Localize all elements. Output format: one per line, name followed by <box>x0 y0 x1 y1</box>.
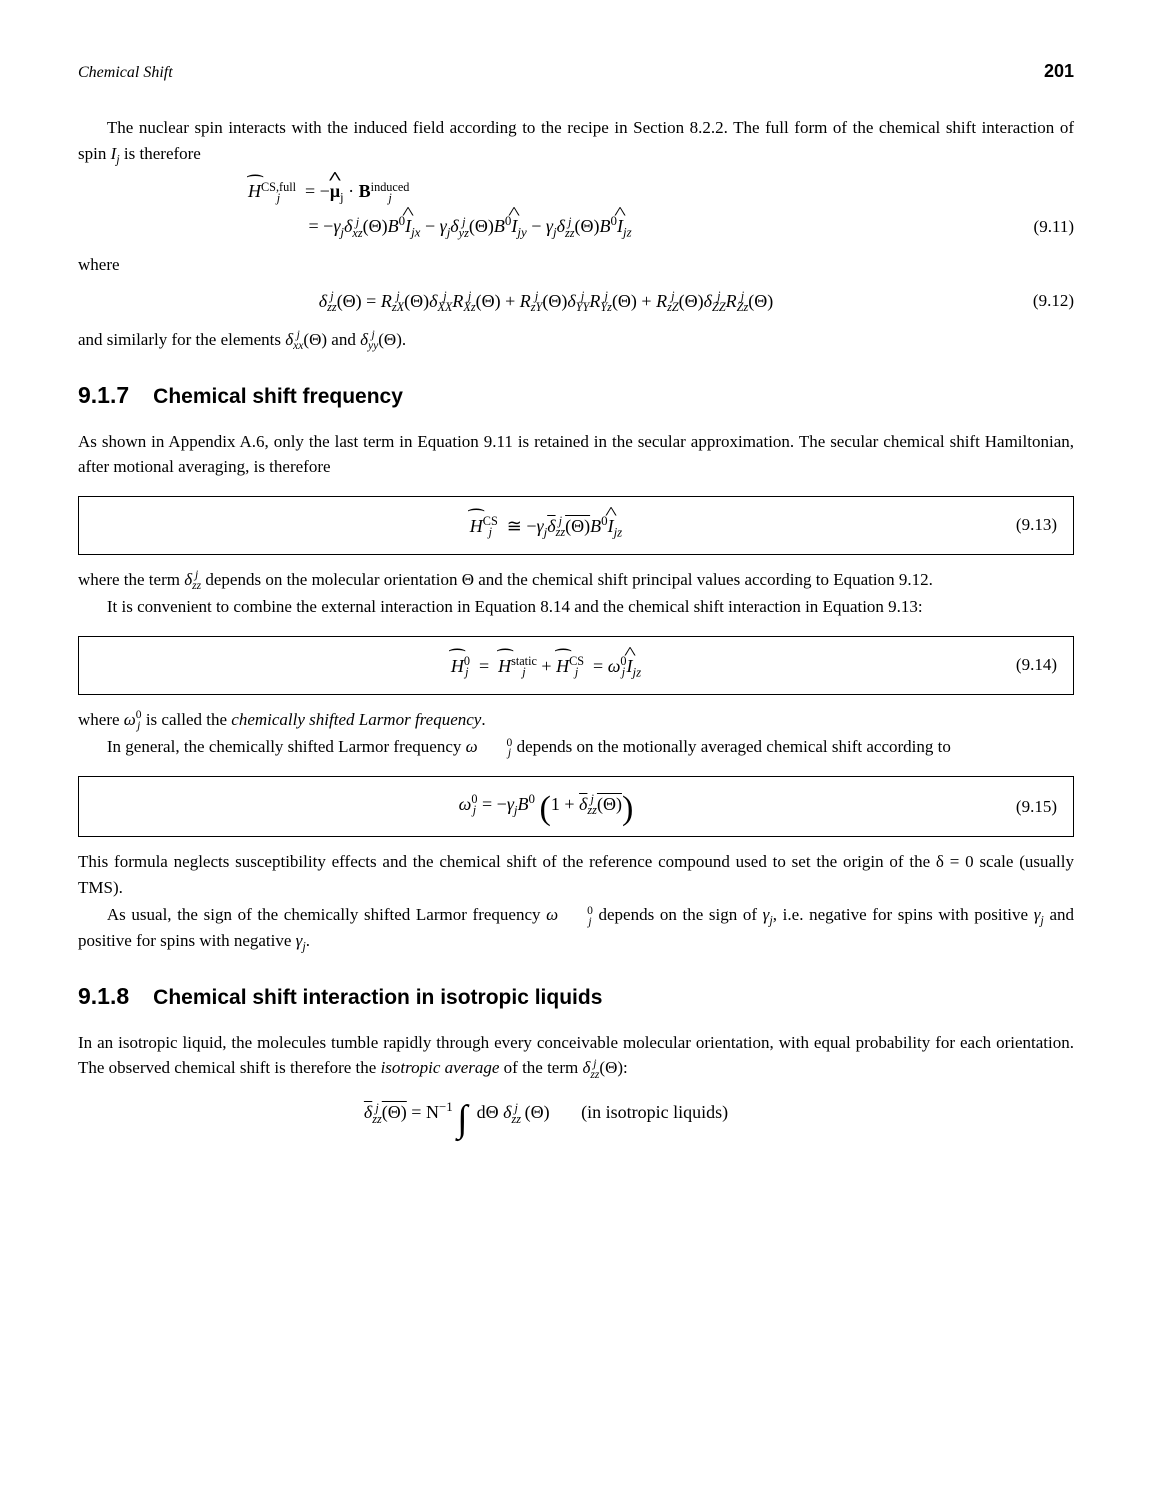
sec917-p2: where the term δjzz depends on the molec… <box>78 567 1074 593</box>
sec917-p5b: depends on the motionally averaged chemi… <box>512 737 951 756</box>
where-label: where <box>78 252 1074 278</box>
sec917-p4-em: chemically shifted Larmor frequency <box>231 710 481 729</box>
sec917-p4c: . <box>481 710 485 729</box>
isotropic-eq-content: δjzz(Θ) = N−1 ∫ dΘ δjzz (Θ) (in isotropi… <box>78 1091 1014 1148</box>
eq-9-13-number: (9.13) <box>997 512 1057 538</box>
section-9-1-8-head: 9.1.8 Chemical shift interaction in isot… <box>78 979 1074 1014</box>
intro-paragraph: The nuclear spin interacts with the indu… <box>78 115 1074 166</box>
isotropic-note: (in isotropic liquids) <box>581 1102 728 1122</box>
equation-9-12: δjzz(Θ) = RjzX(Θ)δjXXRjXz(Θ) + RjzY(Θ)δj… <box>78 288 1074 315</box>
sec917-p1: As shown in Appendix A.6, only the last … <box>78 429 1074 480</box>
sec-9-1-8-num: 9.1.8 <box>78 979 129 1014</box>
eq-9-14-content: H0j = Hstaticj + HCSj = ω0jIjz <box>95 651 997 680</box>
equation-9-11: HCS,fullj = −μj · Binducedj = −γjδjxz(Θ)… <box>78 176 1074 240</box>
sec-9-1-8-title: Chemical shift interaction in isotropic … <box>153 982 602 1014</box>
equation-9-13-box: HCSj ≅ −γjδjzz(Θ)B0Ijz (9.13) <box>78 496 1074 555</box>
running-title: Chemical Shift <box>78 61 173 85</box>
eq-9-12-content: δjzz(Θ) = RjzX(Θ)δjXXRjXz(Θ) + RjzY(Θ)δj… <box>78 288 1014 315</box>
sec917-p4a: where <box>78 710 124 729</box>
sec918-p1-em: isotropic average <box>381 1058 500 1077</box>
eq-9-13-content: HCSj ≅ −γjδjzz(Θ)B0Ijz <box>95 511 997 540</box>
intro-text-a: The nuclear spin interacts with the indu… <box>78 118 1074 163</box>
sec917-p7c: , i.e. negative for spins with positive <box>773 905 1034 924</box>
eq-9-15-content: ω0j = −γjB0 (1 + δjzz(Θ)) <box>95 791 997 823</box>
equation-9-14-box: H0j = Hstaticj + HCSj = ω0jIjz (9.14) <box>78 636 1074 695</box>
sec917-p4: where ω0j is called the chemically shift… <box>78 707 1074 733</box>
intro-text-b: is therefore <box>120 144 201 163</box>
running-head: Chemical Shift 201 <box>78 58 1074 85</box>
sec917-p3: It is convenient to combine the external… <box>78 594 1074 620</box>
and-sim-a: and similarly for the elements <box>78 330 285 349</box>
sec917-p4b: is called the <box>142 710 232 729</box>
sec-9-1-7-title: Chemical shift frequency <box>153 381 403 413</box>
isotropic-average-eq: δjzz(Θ) = N−1 ∫ dΘ δjzz (Θ) (in isotropi… <box>78 1091 1074 1148</box>
eq-9-11-number: (9.11) <box>1014 214 1074 240</box>
eq-9-15-number: (9.15) <box>997 794 1057 820</box>
equation-9-15-box: ω0j = −γjB0 (1 + δjzz(Θ)) (9.15) <box>78 776 1074 838</box>
eq-9-11-line1: HCS,fullj = −μj · Binducedj <box>248 176 1014 205</box>
eq-9-12-number: (9.12) <box>1014 288 1074 314</box>
sec-9-1-7-num: 9.1.7 <box>78 378 129 413</box>
sec917-p5a: In general, the chemically shifted Larmo… <box>107 737 466 756</box>
sec918-p1b: of the term <box>499 1058 582 1077</box>
sec917-p5: In general, the chemically shifted Larmo… <box>78 734 1074 760</box>
page-number: 201 <box>1044 58 1074 85</box>
sec918-p1: In an isotropic liquid, the molecules tu… <box>78 1030 1074 1081</box>
sec917-p6: This formula neglects susceptibility eff… <box>78 849 1074 900</box>
sec917-p2b: depends on the molecular orientation Θ a… <box>201 570 933 589</box>
sec917-p7a: As usual, the sign of the chemically shi… <box>107 905 546 924</box>
eq-9-14-number: (9.14) <box>997 652 1057 678</box>
eq-9-11-line2: = −γjδjxz(Θ)B0Ijx − γjδjyz(Θ)B0Ijy − γjδ… <box>248 213 1014 240</box>
and-similarly: and similarly for the elements δjxx(Θ) a… <box>78 327 1074 353</box>
and-sim-b: and <box>327 330 360 349</box>
sec917-p7b: depends on the sign of <box>593 905 763 924</box>
sec917-p2a: where the term <box>78 570 184 589</box>
sec917-p7: As usual, the sign of the chemically shi… <box>78 902 1074 953</box>
section-9-1-7-head: 9.1.7 Chemical shift frequency <box>78 378 1074 413</box>
